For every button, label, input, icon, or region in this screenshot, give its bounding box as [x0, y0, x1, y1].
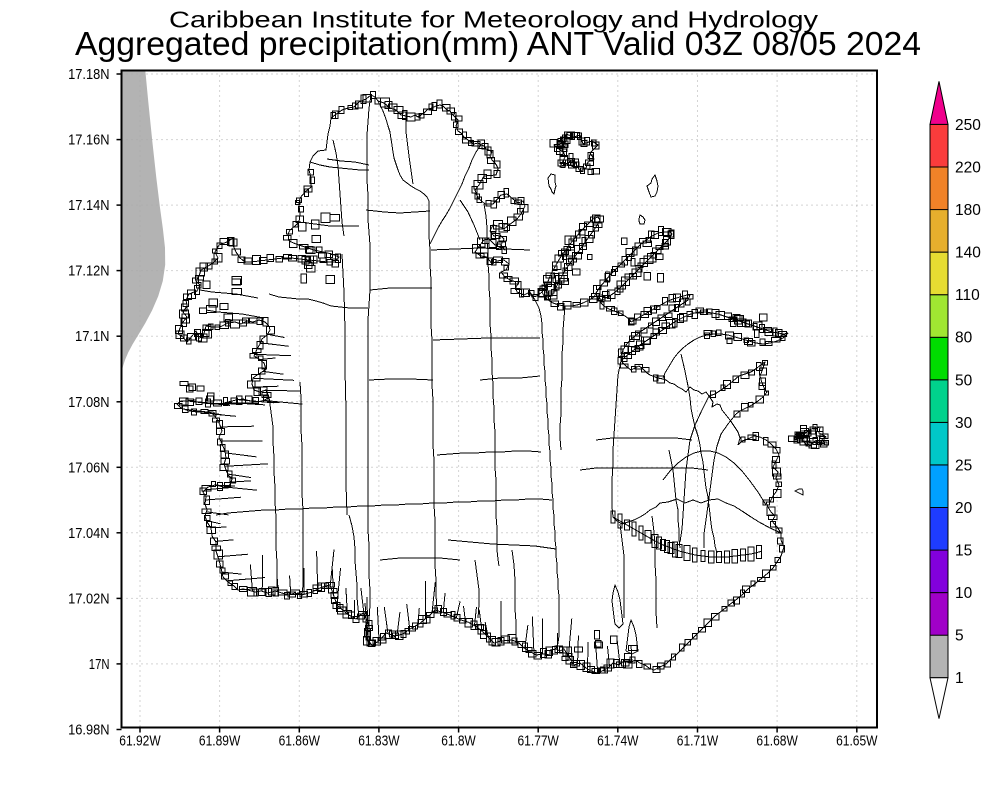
svg-text:17.12N: 17.12N	[68, 264, 109, 280]
svg-text:17.18N: 17.18N	[68, 67, 109, 83]
svg-text:61.65W: 61.65W	[836, 734, 878, 750]
svg-text:61.89W: 61.89W	[199, 734, 241, 750]
svg-text:61.71W: 61.71W	[677, 734, 719, 750]
svg-text:30: 30	[955, 415, 973, 432]
svg-text:61.8W: 61.8W	[441, 734, 476, 750]
svg-text:1: 1	[955, 670, 964, 687]
svg-text:61.74W: 61.74W	[597, 734, 639, 750]
svg-text:17.04N: 17.04N	[68, 526, 109, 542]
svg-text:10: 10	[955, 585, 973, 602]
svg-text:15: 15	[955, 543, 972, 560]
svg-text:50: 50	[955, 372, 973, 389]
svg-text:5: 5	[955, 628, 964, 645]
svg-text:17.02N: 17.02N	[68, 591, 109, 607]
svg-text:61.68W: 61.68W	[756, 734, 798, 750]
svg-text:61.92W: 61.92W	[119, 734, 161, 750]
svg-text:180: 180	[955, 202, 981, 219]
svg-text:220: 220	[955, 160, 981, 177]
svg-text:140: 140	[955, 245, 981, 262]
svg-text:16.98N: 16.98N	[68, 723, 109, 739]
svg-text:61.77W: 61.77W	[518, 734, 560, 750]
svg-text:61.86W: 61.86W	[279, 734, 321, 750]
svg-text:25: 25	[955, 457, 972, 474]
svg-text:17.1N: 17.1N	[75, 329, 110, 345]
svg-text:20: 20	[955, 500, 973, 517]
svg-text:80: 80	[955, 330, 973, 347]
svg-text:17.14N: 17.14N	[68, 198, 109, 214]
svg-text:17.08N: 17.08N	[68, 395, 109, 411]
svg-text:17N: 17N	[89, 657, 110, 673]
svg-text:110: 110	[955, 287, 980, 304]
svg-text:61.83W: 61.83W	[358, 734, 400, 750]
svg-text:17.06N: 17.06N	[68, 460, 109, 476]
svg-text:250: 250	[955, 117, 981, 134]
svg-text:Aggregated precipitation(mm) A: Aggregated precipitation(mm) ANT Valid 0…	[75, 25, 921, 62]
svg-text:17.16N: 17.16N	[68, 133, 109, 149]
